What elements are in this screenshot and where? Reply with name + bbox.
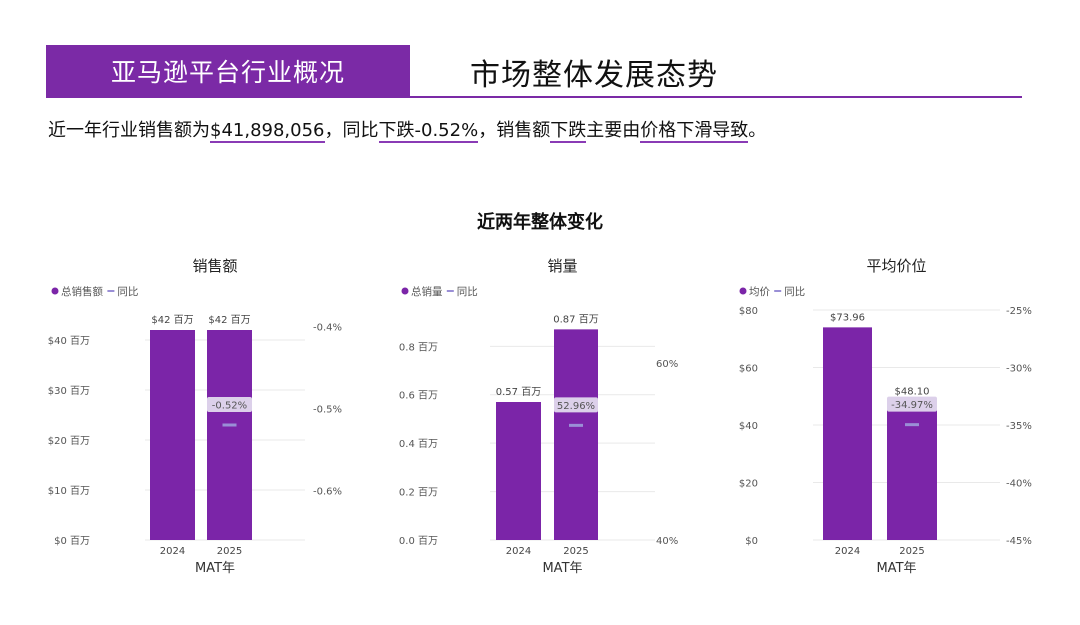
yoy-marker: [569, 423, 583, 427]
summary-text: 近一年行业销售额为$41,898,056，同比下跌-0.52%，销售额下跌主要由…: [48, 116, 767, 143]
y-tick-label: 0.2 百万: [399, 487, 438, 499]
legend-yoy-label: 同比: [117, 285, 138, 298]
chart-title: 销售额: [192, 257, 237, 275]
legend-series-label: 总销售额: [61, 285, 103, 298]
y-tick-label: $0: [745, 536, 758, 547]
y-tick-label: $20: [739, 479, 758, 490]
yoy-label-bg: [554, 397, 598, 413]
bar-value-label: $42 百万: [151, 314, 193, 326]
yoy-marker: [905, 423, 919, 427]
bar: [496, 402, 541, 540]
summary-part-3: ，销售额: [478, 120, 551, 141]
y-tick-label: $30 百万: [48, 385, 90, 397]
y-tick-label: $40: [739, 421, 758, 432]
bar: [554, 329, 598, 540]
y-tick-label: 0.4 百万: [399, 438, 438, 450]
legend-series-label: 总销量: [411, 285, 443, 298]
x-tick-label: 2025: [563, 546, 588, 557]
yoy-label-bg: [207, 397, 252, 412]
bar-value-label: $48.10: [895, 387, 930, 398]
y-tick-label: 0.8 百万: [399, 341, 438, 353]
legend-series-label: 均价: [749, 286, 770, 298]
y2-tick-label: 60%: [656, 359, 678, 370]
yoy-marker: [222, 423, 237, 427]
y2-tick-label: -0.6%: [313, 487, 342, 498]
overall-chart-title: 近两年整体变化: [477, 212, 603, 233]
y2-tick-label: -35%: [1006, 421, 1032, 432]
summary-reason: 价格下滑导致: [640, 120, 749, 143]
x-axis-label: MAT年: [542, 561, 582, 576]
bar-value-label: $42 百万: [208, 314, 250, 326]
legend-yoy-marker: [446, 290, 454, 292]
y2-tick-label: -25%: [1006, 306, 1032, 317]
header-divider: [46, 96, 1022, 98]
summary-part-2: ，同比: [324, 120, 379, 141]
summary-part-4: 主要由: [586, 120, 641, 141]
y-tick-label: 0.6 百万: [399, 390, 438, 402]
y-tick-label: $80: [739, 306, 758, 317]
yoy-label: 52.96%: [557, 401, 595, 412]
bar-value-label: 0.87 百万: [553, 313, 598, 325]
x-tick-label: 2025: [899, 546, 924, 557]
y-tick-label: $40 百万: [48, 335, 90, 347]
y-tick-label: $60: [739, 364, 758, 375]
yoy-label: -0.52%: [212, 401, 247, 412]
y2-tick-label: -0.4%: [313, 322, 342, 333]
legend-series-marker: [51, 287, 59, 295]
legend-yoy-marker: [774, 290, 782, 292]
summary-part-5: 。: [748, 120, 767, 141]
yoy-label-bg: [887, 396, 937, 412]
yoy-label: -34.97%: [891, 400, 933, 411]
legend-yoy-marker: [107, 290, 115, 292]
chart-title: 平均价位: [866, 257, 926, 275]
x-tick-label: 2024: [160, 546, 185, 557]
y-tick-label: $20 百万: [48, 435, 90, 447]
summary-part-1: 近一年行业销售额为: [48, 120, 210, 141]
x-tick-label: 2025: [217, 546, 242, 557]
legend-series-marker: [739, 287, 747, 295]
bar: [887, 401, 937, 540]
y-tick-label: 0.0 百万: [399, 535, 438, 547]
summary-drop: 下跌: [550, 120, 587, 143]
bar-value-label: 0.57 百万: [496, 386, 541, 398]
bar: [823, 327, 872, 540]
y-tick-label: $10 百万: [48, 485, 90, 497]
summary-amount: $41,898,056: [210, 120, 325, 143]
y2-tick-label: -40%: [1006, 479, 1032, 490]
section-tag: 亚马逊平台行业概况: [46, 45, 410, 97]
x-tick-label: 2024: [506, 546, 531, 557]
y2-tick-label: -45%: [1006, 536, 1032, 547]
chart-title: 销量: [547, 257, 577, 275]
y2-tick-label: -30%: [1006, 364, 1032, 375]
x-axis-label: MAT年: [195, 561, 235, 576]
legend-series-marker: [401, 287, 409, 295]
legend-yoy-label: 同比: [784, 285, 805, 298]
y-tick-label: $0 百万: [54, 535, 90, 547]
y2-tick-label: 40%: [656, 536, 678, 547]
y2-tick-label: -0.5%: [313, 405, 342, 416]
x-tick-label: 2024: [835, 546, 860, 557]
page-title: 市场整体发展态势: [470, 58, 718, 93]
bar: [207, 330, 252, 540]
summary-change: 下跌-0.52%: [378, 120, 479, 143]
x-axis-label: MAT年: [876, 561, 916, 576]
bar: [150, 330, 195, 540]
bar-value-label: $73.96: [830, 312, 865, 323]
legend-yoy-label: 同比: [457, 285, 478, 298]
